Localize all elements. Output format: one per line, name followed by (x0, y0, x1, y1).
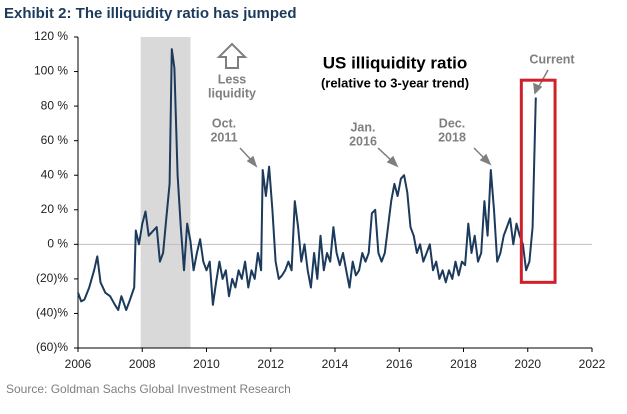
y-tick-label: 40 % (41, 167, 69, 181)
annotation: liquidity (208, 86, 256, 100)
data-line (77, 48, 537, 311)
y-tick-label: 0 % (47, 237, 68, 251)
recession-band (140, 37, 191, 348)
annotation: Current (529, 52, 575, 66)
x-tick-label: 2010 (193, 357, 220, 371)
subtitle: US illiquidity ratio (323, 53, 468, 72)
x-tick-label: 2016 (386, 357, 413, 371)
x-tick-label: 2022 (579, 357, 606, 371)
y-tick-label: 80 % (41, 98, 69, 112)
annotation: 2016 (349, 134, 377, 148)
annotation: Less (218, 72, 247, 86)
y-tick-label: 100 % (34, 64, 68, 78)
y-tick-label: 60 % (41, 133, 69, 147)
subtitle: (relative to 3-year trend) (321, 75, 469, 90)
up-arrow (216, 42, 248, 69)
chart-title: Exhibit 2: The illiquidity ratio has jum… (4, 5, 297, 22)
x-tick-label: 2006 (65, 357, 92, 371)
highlight-box (519, 78, 557, 284)
x-tick-label: 2008 (129, 357, 156, 371)
x-tick-label: 2018 (450, 357, 477, 371)
y-tick-label: 120 % (34, 29, 68, 43)
y-tick-label: (60)% (36, 340, 68, 354)
annotation: Dec. (439, 116, 465, 130)
annotation: 2018 (438, 130, 466, 144)
annotation: 2011 (210, 130, 237, 144)
x-tick-label: 2012 (257, 357, 284, 371)
x-tick-label: 2020 (514, 357, 541, 371)
y-tick-label: (40)% (36, 306, 68, 320)
x-tick-label: 2014 (322, 357, 349, 371)
annotation: Jan. (350, 120, 375, 134)
y-tick-label: 20 % (41, 202, 69, 216)
y-tick-label: (20)% (36, 271, 68, 285)
source: Source: Goldman Sachs Global Investment … (6, 382, 291, 396)
annotation: Oct. (212, 116, 236, 130)
